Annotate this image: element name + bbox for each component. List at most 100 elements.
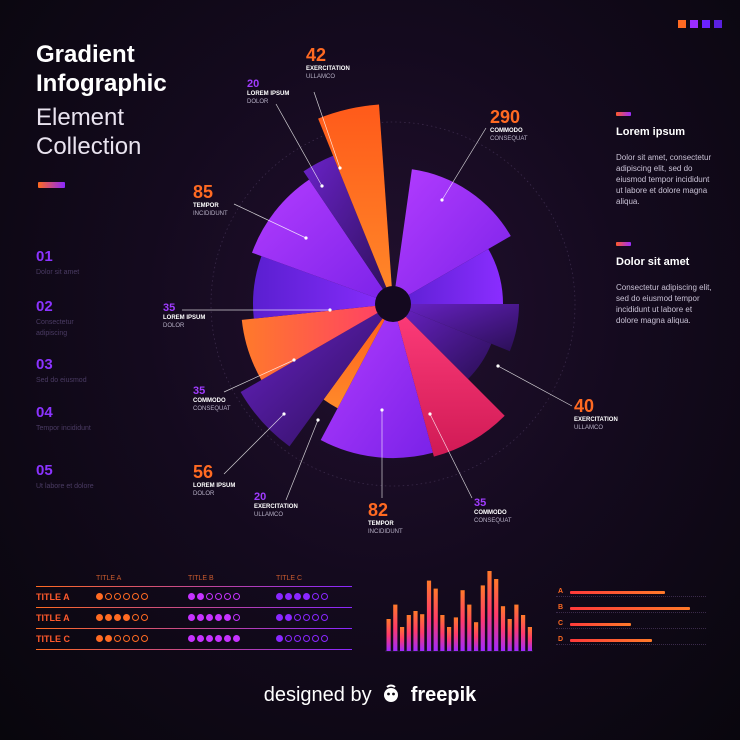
pie-label-sub: DOLOR <box>193 491 215 497</box>
horizontal-bar-chart: A B C D <box>556 585 706 649</box>
step-text: Sed do eiusmod <box>36 377 87 384</box>
rating-dot-filled <box>224 614 231 621</box>
pie-label-sub: DOLOR <box>163 323 185 329</box>
table-row: TITLE A <box>36 608 352 628</box>
pie-label: 82 TEMPOR INCIDIDUNT <box>368 500 403 536</box>
pie-leader-line <box>275 103 323 187</box>
rating-dot-filled <box>285 614 292 621</box>
pie-label-sub: INCIDIDUNT <box>193 211 228 217</box>
rating-dot-empty <box>303 635 310 642</box>
pie-leader-dot <box>440 198 444 202</box>
pie-leader-dot <box>320 184 324 188</box>
rating-dot-empty <box>312 593 319 600</box>
hbar-fill <box>570 607 690 610</box>
table-row-title: TITLE A <box>36 613 70 623</box>
pie-label-value: 56 <box>193 462 214 482</box>
pie-label-title: EXERCITATION <box>254 504 298 510</box>
pie-leader-line <box>233 203 307 239</box>
pie-label-title: TEMPOR <box>193 203 219 209</box>
rating-dot-filled <box>188 593 195 600</box>
pie-leader-line <box>223 359 295 393</box>
step-number: 03 <box>36 356 53 373</box>
table-divider <box>36 607 352 608</box>
table-row: TITLE C <box>36 629 352 649</box>
bar <box>500 606 506 651</box>
pie-leader-dot <box>428 412 432 416</box>
title-line-2: Infographic <box>36 70 167 97</box>
bar <box>527 627 532 651</box>
step-text: Dolor sit amet <box>36 269 80 276</box>
pie-slice <box>318 104 393 304</box>
bar <box>393 604 398 651</box>
pie-label-value: 85 <box>193 182 214 202</box>
rating-table: TITLE A TITLE B TITLE C TITLE A TITLE A TI… <box>36 575 352 650</box>
hbar-label: C <box>558 620 564 627</box>
info-block: Lorem ipsum Dolor sit amet, consectetur … <box>616 112 716 207</box>
rating-dot-filled <box>96 593 103 600</box>
hbar-row: D <box>556 633 706 649</box>
pie-label-value: 35 <box>193 385 206 397</box>
hbar-track <box>556 596 706 598</box>
rating-dot-empty <box>141 635 148 642</box>
rating-dot-filled <box>105 614 112 621</box>
pie-label: 20 EXERCITATION ULLAMCO <box>254 491 298 519</box>
rating-dot-filled <box>197 593 204 600</box>
bar <box>406 615 411 651</box>
pie-label-title: LOREM IPSUM <box>163 315 206 321</box>
rating-dot-empty <box>132 593 139 600</box>
pie-label: 85 TEMPOR INCIDIDUNT <box>193 182 228 218</box>
table-divider <box>36 649 352 650</box>
pie-label: 40 EXERCITATION ULLAMCO <box>574 396 618 432</box>
step-text: Ut labore et dolore <box>36 483 94 490</box>
footer-brand: freepik <box>410 684 477 706</box>
pie-label-sub: INCIDIDUNT <box>368 529 403 535</box>
pie-label-title: EXERCITATION <box>306 66 350 72</box>
pie-leader-line <box>429 413 473 499</box>
hbar-label: B <box>558 604 564 611</box>
rating-dot-filled <box>197 614 204 621</box>
bar <box>474 622 479 651</box>
rating-dot-empty <box>312 635 319 642</box>
step-item: 05 Ut labore et dolore <box>36 462 106 492</box>
pie-label-value: 40 <box>574 396 595 416</box>
pie-label-sub: CONSEQUAT <box>193 406 231 412</box>
pie-label: 42 EXERCITATION ULLAMCO <box>306 45 350 81</box>
bar <box>426 580 432 651</box>
hbar-fill <box>570 591 665 594</box>
rating-dot-empty <box>303 614 310 621</box>
hbar-fill <box>570 623 631 626</box>
pie-leader-line <box>223 413 285 475</box>
pie-label-title: COMMODO <box>193 398 226 404</box>
rating-dots <box>96 635 148 642</box>
title-accent-bar <box>38 182 65 188</box>
rating-dot-filled <box>96 635 103 642</box>
rating-dot-filled <box>285 593 292 600</box>
table-column-header: TITLE A <box>96 575 122 582</box>
pie-label-title: COMMODO <box>474 510 507 516</box>
bar-chart <box>385 571 533 652</box>
bar <box>487 571 492 651</box>
rating-dot-empty <box>123 635 130 642</box>
pie-label-value: 20 <box>247 78 260 90</box>
pie-label: 35 COMMODO CONSEQUAT <box>474 497 512 525</box>
bar <box>400 627 405 651</box>
pie-label-sub: CONSEQUAT <box>474 518 512 524</box>
hbar-row: A <box>556 585 706 601</box>
pie-leader-dot <box>304 236 308 240</box>
subtitle-line-1: Element <box>36 104 125 131</box>
bar <box>494 579 499 651</box>
pie-leader-dot <box>328 308 332 312</box>
rating-dot-empty <box>206 593 213 600</box>
rating-dot-filled <box>276 635 283 642</box>
rating-dots <box>188 614 240 621</box>
square-violet-2 <box>714 20 722 28</box>
rating-dot-filled <box>123 614 130 621</box>
hbar-fill <box>570 639 652 642</box>
rating-dot-empty <box>132 635 139 642</box>
rating-dot-empty <box>114 593 121 600</box>
hbar-track <box>556 644 706 646</box>
info-accent-bar <box>616 242 631 246</box>
rating-dot-empty <box>321 635 328 642</box>
rating-dot-filled <box>197 635 204 642</box>
chart-guide-circle <box>210 121 576 487</box>
